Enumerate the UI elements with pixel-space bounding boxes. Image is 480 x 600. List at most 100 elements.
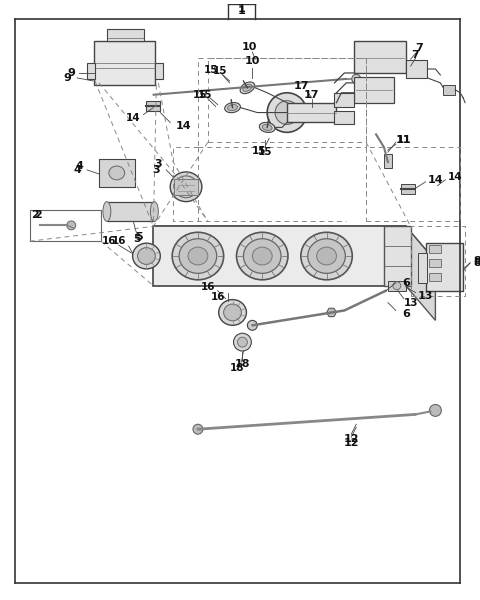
Ellipse shape — [317, 247, 336, 265]
Circle shape — [393, 282, 401, 290]
Ellipse shape — [174, 176, 198, 197]
Text: 6: 6 — [402, 310, 409, 319]
Text: 13: 13 — [418, 290, 433, 301]
Ellipse shape — [170, 172, 202, 202]
Bar — [154, 226, 406, 286]
Bar — [335, 110, 354, 124]
Ellipse shape — [150, 202, 158, 221]
Circle shape — [430, 404, 441, 416]
Text: 9: 9 — [67, 68, 75, 78]
Text: 9: 9 — [63, 73, 71, 83]
Bar — [354, 41, 406, 73]
Ellipse shape — [308, 239, 345, 274]
Ellipse shape — [237, 232, 288, 280]
Circle shape — [275, 101, 299, 124]
Text: 8: 8 — [473, 258, 480, 268]
Ellipse shape — [243, 84, 252, 91]
Text: 6: 6 — [402, 278, 409, 288]
Bar — [401, 184, 415, 194]
Circle shape — [267, 93, 307, 133]
Circle shape — [247, 320, 257, 330]
Ellipse shape — [179, 239, 216, 274]
Text: 4: 4 — [75, 161, 83, 171]
Circle shape — [238, 337, 247, 347]
Polygon shape — [406, 226, 435, 320]
Bar — [430, 245, 441, 253]
Bar — [418, 253, 428, 283]
Text: 1: 1 — [238, 4, 245, 14]
Text: 5: 5 — [133, 234, 140, 244]
Polygon shape — [154, 226, 435, 261]
Circle shape — [67, 221, 76, 230]
Ellipse shape — [132, 243, 160, 269]
Circle shape — [193, 424, 203, 434]
Ellipse shape — [262, 124, 272, 130]
Text: 15: 15 — [192, 90, 207, 100]
Text: 16: 16 — [201, 282, 215, 292]
Text: 11: 11 — [396, 135, 411, 145]
Text: 12: 12 — [344, 438, 359, 448]
Bar — [146, 101, 160, 110]
Ellipse shape — [188, 247, 208, 265]
Bar — [384, 226, 411, 286]
Bar — [354, 77, 394, 103]
Ellipse shape — [172, 232, 224, 280]
Bar — [287, 103, 336, 122]
Text: 13: 13 — [403, 298, 418, 308]
Ellipse shape — [109, 166, 125, 180]
Ellipse shape — [103, 202, 111, 221]
Ellipse shape — [252, 247, 272, 265]
Polygon shape — [326, 308, 336, 317]
Text: 12: 12 — [344, 434, 359, 444]
Text: 3: 3 — [155, 159, 162, 169]
Text: 10: 10 — [242, 42, 257, 52]
Text: 2: 2 — [34, 211, 41, 220]
Text: 7: 7 — [412, 50, 420, 60]
Bar — [99, 159, 134, 187]
Bar — [94, 41, 156, 85]
Bar — [174, 179, 198, 194]
Circle shape — [234, 333, 252, 351]
Text: 14: 14 — [126, 113, 141, 124]
Text: 16: 16 — [111, 236, 126, 246]
Text: 16: 16 — [102, 236, 116, 246]
Bar — [384, 154, 392, 168]
Text: 10: 10 — [245, 56, 260, 66]
Text: 15: 15 — [213, 66, 227, 76]
Bar — [87, 63, 95, 79]
Text: 2: 2 — [31, 211, 38, 220]
Ellipse shape — [225, 103, 240, 113]
Bar — [156, 63, 163, 79]
Ellipse shape — [259, 122, 275, 133]
Text: 14: 14 — [428, 175, 443, 185]
Circle shape — [352, 74, 360, 83]
Text: 3: 3 — [153, 165, 160, 175]
Text: 5: 5 — [135, 232, 143, 242]
Ellipse shape — [240, 82, 255, 94]
Text: 16: 16 — [210, 292, 225, 302]
Text: 8: 8 — [473, 256, 480, 266]
Bar — [107, 29, 144, 41]
Text: 15: 15 — [204, 65, 218, 75]
Text: 18: 18 — [230, 363, 245, 373]
Bar — [430, 259, 441, 267]
Text: 11: 11 — [396, 135, 411, 145]
Bar — [335, 93, 354, 107]
Text: 15: 15 — [252, 146, 266, 156]
Text: 15: 15 — [198, 90, 212, 100]
Text: 17: 17 — [294, 81, 310, 91]
Bar — [107, 202, 155, 221]
Bar — [388, 281, 406, 290]
Circle shape — [327, 308, 336, 316]
Bar — [406, 60, 428, 78]
Bar — [430, 273, 441, 281]
Text: 1: 1 — [238, 5, 245, 16]
Ellipse shape — [243, 239, 281, 274]
Text: 14: 14 — [175, 121, 191, 131]
Ellipse shape — [138, 248, 156, 265]
Ellipse shape — [228, 104, 238, 110]
Bar — [30, 209, 101, 241]
Text: 17: 17 — [304, 90, 320, 100]
Text: 7: 7 — [416, 43, 423, 53]
Bar — [444, 85, 455, 95]
